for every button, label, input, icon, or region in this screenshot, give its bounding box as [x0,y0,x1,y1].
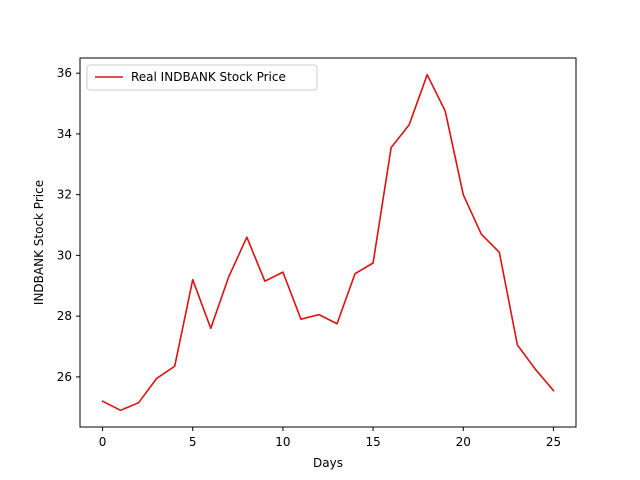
data-point [156,378,158,380]
y-tick-label: 30 [57,248,72,262]
y-axis-label: INDBANK Stock Price [32,180,46,305]
data-point [444,110,446,112]
x-tick-label: 10 [275,435,290,449]
x-tick-label: 20 [456,435,471,449]
data-point [517,344,519,346]
y-tick-label: 32 [57,188,72,202]
x-tick-label: 15 [365,435,380,449]
data-point [553,390,555,392]
data-point [408,124,410,126]
y-tick-label: 26 [57,370,72,384]
data-point [192,279,194,281]
data-point [354,273,356,275]
data-point [138,402,140,404]
x-tick-label: 25 [546,435,561,449]
data-point [120,410,122,412]
data-point [390,147,392,149]
legend-box [86,64,318,91]
series-layer [101,73,555,412]
series-line-0 [101,73,555,412]
data-point [174,365,176,367]
x-tick-label: 5 [189,435,197,449]
data-point [228,276,230,278]
data-point [282,271,284,273]
data-point [426,74,428,76]
plot-frame [79,57,577,428]
ticks-layer: 0 5 10 15 20 25 26 28 30 32 34 36 [57,66,561,449]
data-point [336,323,338,325]
y-tick-label: 34 [57,127,72,141]
legend: Real INDBANK Stock Price [86,64,318,91]
data-point [372,262,374,264]
data-point [264,280,266,282]
data-point [462,194,464,196]
legend-entry-label: Real INDBANK Stock Price [131,70,286,84]
data-point [210,328,212,330]
y-tick-label: 36 [57,66,72,80]
y-tick-label: 28 [57,309,72,323]
x-tick-label: 0 [99,435,107,449]
data-point [318,314,320,316]
data-point [300,318,302,320]
x-axis-label: Days [313,456,343,470]
data-point [102,400,104,402]
data-point [499,252,501,254]
plot-area [80,58,576,427]
data-point [246,236,248,238]
data-point [481,233,483,235]
data-point [535,369,537,371]
